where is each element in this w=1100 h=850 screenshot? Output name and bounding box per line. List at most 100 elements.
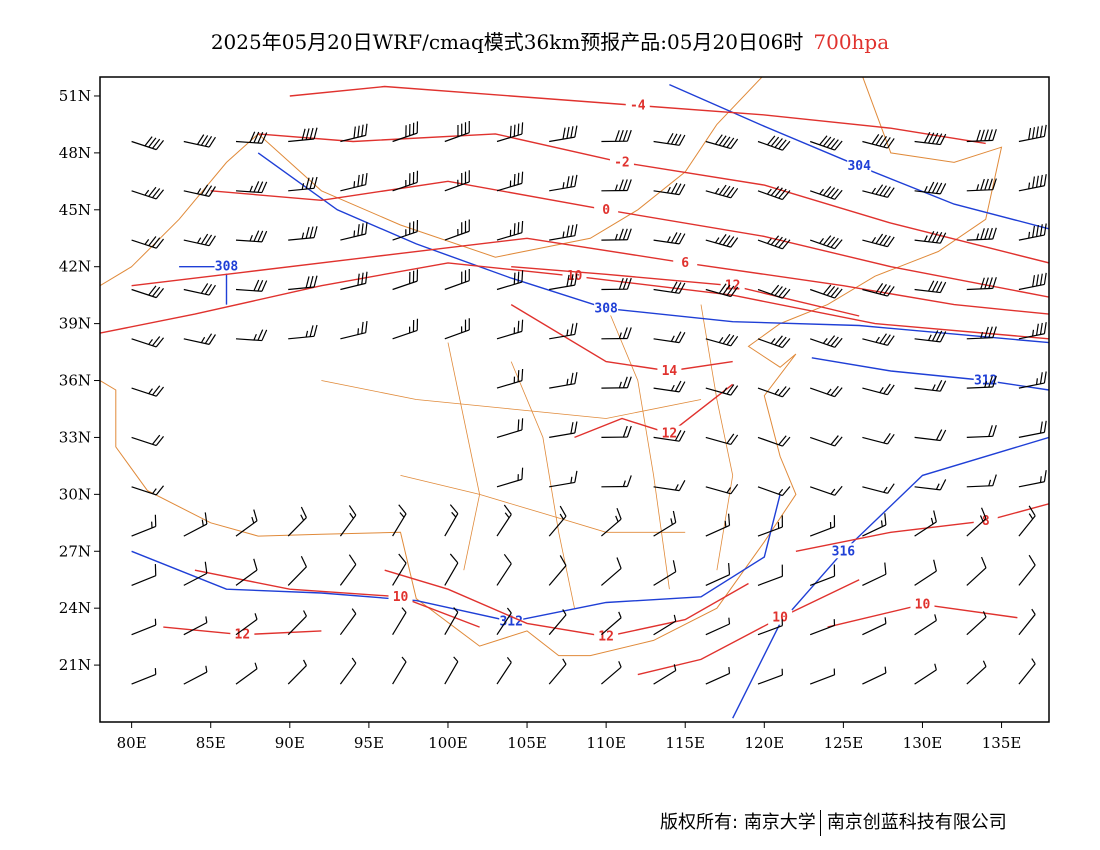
temp-contour-label: 0 xyxy=(602,203,610,218)
wind-barb xyxy=(496,657,512,685)
wind-barb xyxy=(966,474,997,488)
wind-barb xyxy=(757,619,783,636)
temp-contour-label-bg xyxy=(657,425,682,441)
lon-tick-label: 90E xyxy=(275,734,305,752)
wind-barb xyxy=(339,554,357,586)
wind-barb xyxy=(757,386,791,398)
wind-barb xyxy=(1018,223,1047,241)
wind-barb xyxy=(810,335,843,348)
wind-barb xyxy=(235,558,258,586)
wind-barb xyxy=(392,656,407,685)
lon-tick-label: 135E xyxy=(982,734,1022,752)
wind-barb xyxy=(862,283,895,297)
wind-barb xyxy=(444,504,459,537)
wind-barb xyxy=(549,224,578,241)
height-contour-label: 312 xyxy=(974,374,997,389)
wind-barb xyxy=(653,664,677,685)
wind-barb xyxy=(183,233,216,247)
height-contour-label: 304 xyxy=(847,159,871,174)
wind-barb xyxy=(392,318,419,340)
temp-contour-line xyxy=(289,85,986,145)
wind-barb xyxy=(183,665,208,685)
wind-barb xyxy=(914,231,947,244)
wind-barb xyxy=(653,380,686,393)
wind-barb xyxy=(1018,470,1047,488)
wind-barb xyxy=(1018,322,1047,340)
wind-barb xyxy=(705,184,739,199)
wind-barb xyxy=(810,435,843,447)
wind-barb xyxy=(966,326,997,340)
lon-tick-label: 80E xyxy=(117,734,147,752)
wind-barb xyxy=(183,283,216,296)
height-contour-label: 308 xyxy=(594,301,618,316)
wind-barb xyxy=(444,553,459,586)
temp-contour-label: 12 xyxy=(598,630,614,645)
wind-barb xyxy=(131,514,157,537)
lat-tick-label: 36N xyxy=(59,372,91,390)
wind-barb xyxy=(131,485,165,496)
wind-barb xyxy=(392,269,419,291)
wind-barb xyxy=(809,619,836,636)
wind-barb xyxy=(601,327,632,340)
temp-contour-line xyxy=(384,569,749,638)
wind-barb xyxy=(809,515,836,537)
wind-barb xyxy=(235,509,258,537)
wind-barb xyxy=(914,614,937,636)
wind-barb xyxy=(183,512,208,537)
wind-barb xyxy=(1018,124,1047,143)
wind-barb xyxy=(966,507,987,537)
wind-barb xyxy=(862,432,895,445)
wind-barb xyxy=(705,333,739,347)
wind-barb xyxy=(131,236,165,249)
height-contour-label-bg xyxy=(214,258,239,274)
lon-tick-label: 120E xyxy=(745,734,785,752)
height-contour-label-bg xyxy=(594,300,619,316)
height-contour-label: 316 xyxy=(832,544,856,559)
wind-barb xyxy=(444,607,459,636)
wind-barb xyxy=(601,557,622,586)
wind-barb xyxy=(653,430,686,442)
temp-contour-label: 14 xyxy=(662,364,678,379)
province-boundary xyxy=(605,304,670,590)
wind-barb xyxy=(183,134,216,148)
height-contour-label-bg xyxy=(831,543,856,559)
wind-barb xyxy=(810,135,843,151)
wind-barb xyxy=(496,504,512,537)
wind-barb xyxy=(653,331,686,344)
wind-barb xyxy=(235,230,268,243)
wind-barb xyxy=(862,134,895,149)
wind-barb xyxy=(601,661,622,685)
wind-barb xyxy=(131,336,165,348)
province-boundary xyxy=(700,304,734,571)
temp-contour-label-bg xyxy=(768,609,793,625)
wind-barb xyxy=(444,318,470,340)
temp-contour-label: 8 xyxy=(982,514,990,529)
wind-barb xyxy=(548,555,567,586)
wind-barb xyxy=(183,561,208,586)
height-contour-label-bg xyxy=(499,613,524,629)
temp-contour-label-bg xyxy=(625,97,650,113)
temperature-contours: -4 -2 0 6 10 12 14 12 10 10 8 10 12 12 xyxy=(100,85,1049,676)
wind-barb xyxy=(705,483,739,495)
height-contour-line xyxy=(257,152,1049,344)
wind-barb xyxy=(757,135,791,151)
height-contour-label: 312 xyxy=(499,614,522,629)
wind-barb xyxy=(601,376,632,389)
wind-barb xyxy=(862,184,895,198)
temp-contour-line xyxy=(258,133,1049,264)
wind-barb xyxy=(235,329,268,342)
height-contour-label-bg xyxy=(847,158,872,174)
temp-contour-label: 10 xyxy=(915,597,931,612)
temp-contour-label: 6 xyxy=(681,256,689,271)
wind-barb xyxy=(339,505,357,537)
wind-barb xyxy=(235,279,268,292)
wind-barb xyxy=(288,127,318,143)
wind-barb xyxy=(1018,174,1047,192)
wind-barb xyxy=(809,564,836,586)
temp-contour-line xyxy=(131,237,1049,315)
wind-barb xyxy=(757,515,783,537)
wind-barb xyxy=(757,564,783,586)
wind-barb xyxy=(235,131,268,144)
wind-barb xyxy=(549,470,578,488)
wind-barb xyxy=(914,330,947,343)
